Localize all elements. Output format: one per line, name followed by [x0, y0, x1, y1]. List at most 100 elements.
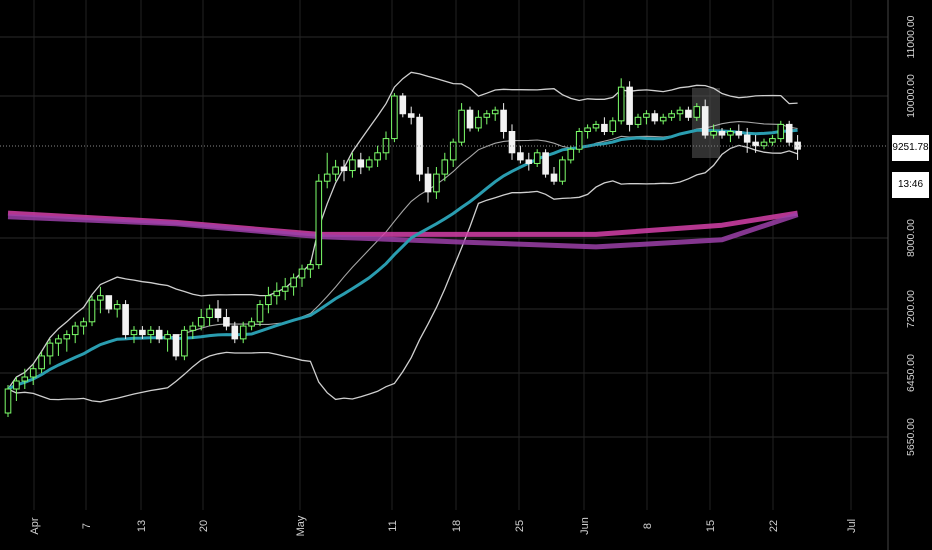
candle-body — [542, 152, 549, 175]
x-tick-label: 18 — [451, 520, 463, 532]
candle-body — [365, 159, 373, 168]
candle-body — [349, 159, 356, 172]
candle — [172, 334, 180, 361]
candle-body — [575, 131, 583, 150]
candle-body — [517, 152, 524, 161]
candle-body — [794, 141, 801, 150]
candle-body — [29, 368, 37, 378]
candle-body — [752, 141, 759, 147]
candle-body — [584, 127, 591, 132]
candle-body — [80, 321, 87, 327]
last-price-label: 9251.78 — [891, 134, 930, 162]
x-tick-label: 15 — [705, 520, 717, 532]
candle — [122, 300, 129, 339]
candle-body — [525, 159, 533, 164]
candle — [727, 127, 734, 143]
candle — [357, 152, 365, 175]
candle — [500, 103, 507, 139]
indicator-lines — [7, 71, 799, 403]
candle — [407, 106, 415, 125]
candle-body — [458, 109, 465, 143]
candle — [718, 127, 726, 139]
bar-countdown-label: 13:46 — [891, 171, 930, 199]
candle — [508, 124, 516, 160]
y-tick-label: 5650.00 — [905, 418, 917, 456]
candle — [609, 117, 617, 136]
candle-body — [323, 173, 331, 182]
candle — [281, 277, 289, 301]
candle — [273, 282, 281, 305]
candle — [659, 113, 667, 125]
candle-body — [676, 109, 684, 115]
candle-body — [718, 131, 726, 136]
candle-body — [21, 376, 29, 382]
candle — [676, 106, 684, 121]
candle-body — [273, 290, 281, 297]
candle — [399, 93, 407, 118]
candle-body — [777, 123, 785, 140]
candle-body — [626, 86, 633, 125]
candle-body — [147, 329, 155, 336]
candle-body — [63, 334, 71, 340]
candle — [559, 156, 566, 185]
candle — [424, 167, 432, 203]
candle — [643, 110, 650, 125]
y-tick-label: 10000.00 — [905, 74, 917, 118]
candle-body — [617, 86, 625, 122]
candle-body — [475, 116, 482, 129]
candle-body — [760, 141, 768, 147]
candle-body — [382, 138, 390, 154]
candle — [517, 145, 524, 164]
candle-body — [214, 308, 222, 319]
candle — [466, 106, 474, 132]
candle-body — [113, 304, 121, 310]
candle — [231, 321, 239, 344]
candle — [794, 135, 801, 160]
candle-body — [710, 131, 717, 136]
candle-body — [46, 342, 54, 357]
candle-body — [735, 131, 743, 136]
candle — [382, 131, 390, 160]
candle — [735, 124, 743, 139]
candle — [475, 110, 482, 132]
candle — [365, 156, 373, 171]
candle-body — [533, 152, 541, 164]
candle-body — [172, 334, 180, 357]
candle — [29, 364, 37, 385]
candle — [785, 120, 793, 146]
candle — [701, 99, 709, 139]
candle — [113, 300, 121, 318]
candle — [458, 103, 465, 146]
y-tick-label: 8000.00 — [905, 219, 917, 257]
candle — [332, 159, 339, 182]
candle-body — [88, 299, 96, 323]
candle-body — [265, 295, 272, 306]
candle — [752, 135, 759, 153]
candle-body — [248, 321, 255, 327]
candle — [206, 304, 213, 327]
candle — [97, 286, 104, 314]
candle — [592, 120, 600, 132]
x-tick-label: 8 — [642, 523, 654, 529]
candle-body — [340, 166, 348, 172]
candle — [575, 127, 583, 153]
candle — [315, 174, 323, 270]
candle-body — [139, 329, 146, 336]
candle-body — [701, 106, 709, 136]
candle — [214, 300, 222, 322]
x-tick-label: 7 — [81, 523, 93, 529]
candle-body — [491, 109, 499, 115]
candle — [542, 149, 549, 178]
candle — [550, 167, 558, 185]
y-tick-label: 6450.00 — [905, 354, 917, 392]
candle-body — [399, 95, 407, 115]
candle — [449, 138, 457, 167]
x-tick-label: Jul — [846, 519, 858, 533]
candle — [626, 81, 633, 132]
candle — [416, 113, 423, 182]
candle-body — [231, 325, 239, 340]
candle — [433, 167, 440, 199]
candle-body — [239, 325, 247, 340]
candle-body — [727, 131, 734, 136]
